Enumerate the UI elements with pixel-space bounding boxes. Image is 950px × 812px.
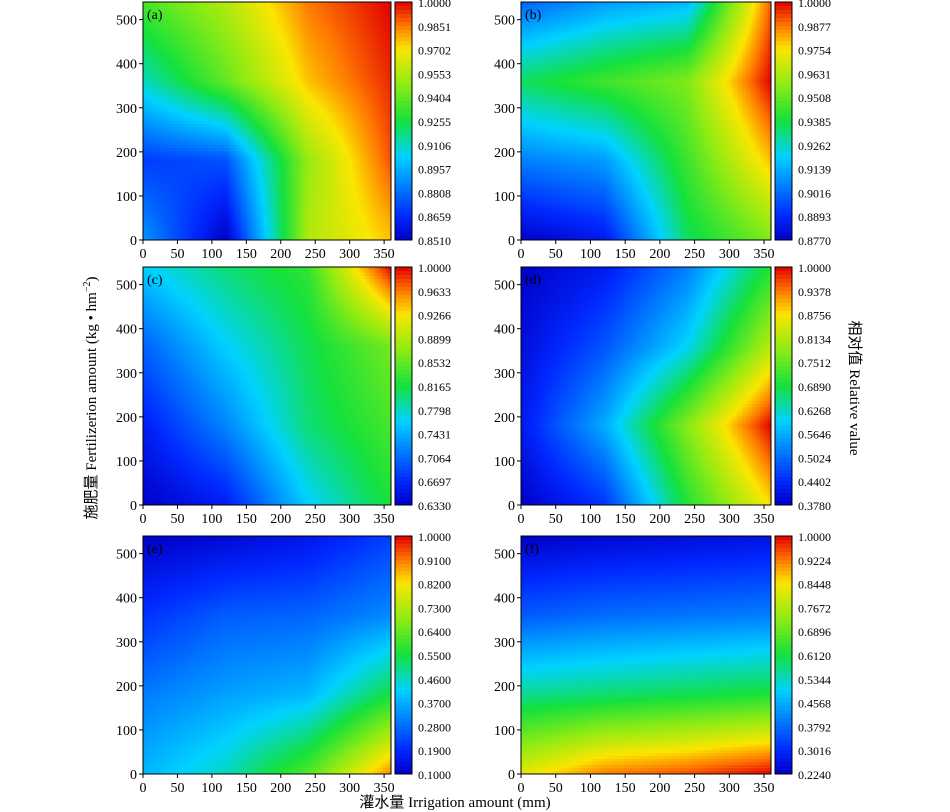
heatmap-cells: [143, 2, 392, 241]
